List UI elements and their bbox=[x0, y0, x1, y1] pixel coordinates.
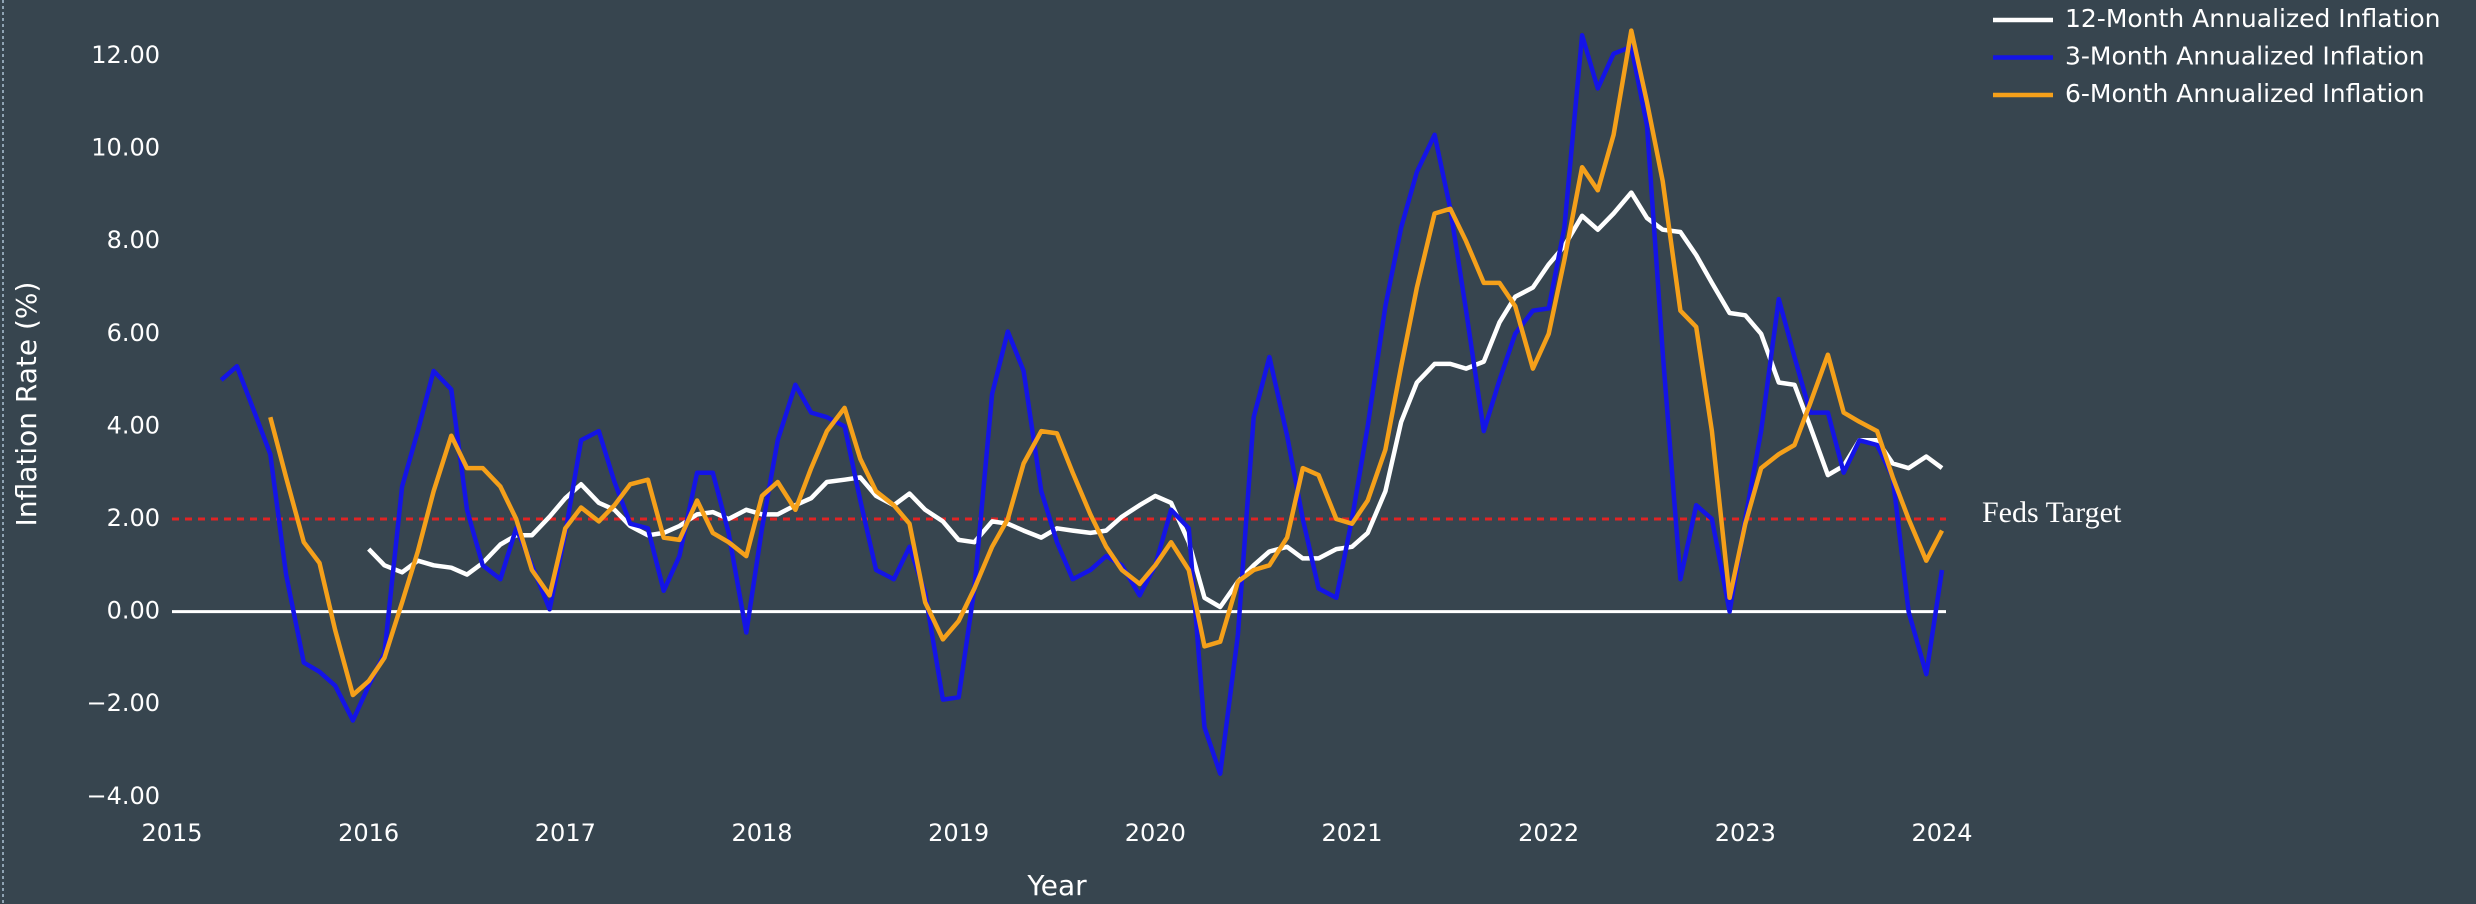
x-tick-label: 2021 bbox=[1321, 819, 1382, 847]
x-tick-label: 2019 bbox=[928, 819, 989, 847]
series-line bbox=[219, 32, 1945, 776]
x-axis-title: Year bbox=[1026, 869, 1087, 902]
y-tick-label: −4.00 bbox=[86, 782, 160, 810]
y-tick-label: 6.00 bbox=[107, 319, 160, 347]
legend-label: 12-Month Annualized Inflation bbox=[2065, 4, 2440, 33]
legend-label: 6-Month Annualized Inflation bbox=[2065, 79, 2425, 108]
legend-label: 3-Month Annualized Inflation bbox=[2065, 42, 2425, 71]
y-tick-label: 8.00 bbox=[107, 226, 160, 254]
y-tick-label: 4.00 bbox=[107, 411, 160, 439]
x-tick-label: 2022 bbox=[1518, 819, 1579, 847]
x-tick-label: 2016 bbox=[338, 819, 399, 847]
x-tick-label: 2024 bbox=[1911, 819, 1972, 847]
x-tick-label: 2017 bbox=[535, 819, 596, 847]
y-tick-label: 12.00 bbox=[91, 41, 160, 69]
x-tick-label: 2015 bbox=[141, 819, 202, 847]
x-tick-label: 2020 bbox=[1125, 819, 1186, 847]
y-tick-label: 2.00 bbox=[107, 504, 160, 532]
y-tick-label: 0.00 bbox=[107, 597, 160, 625]
y-tick-label: −2.00 bbox=[86, 689, 160, 717]
reference-label: Feds Target bbox=[1982, 496, 2122, 529]
x-tick-label: 2023 bbox=[1715, 819, 1776, 847]
y-tick-label: 10.00 bbox=[91, 134, 160, 162]
x-tick-label: 2018 bbox=[731, 819, 792, 847]
y-axis-title: Inflation Rate (%) bbox=[10, 282, 43, 527]
series-line bbox=[268, 28, 1944, 698]
